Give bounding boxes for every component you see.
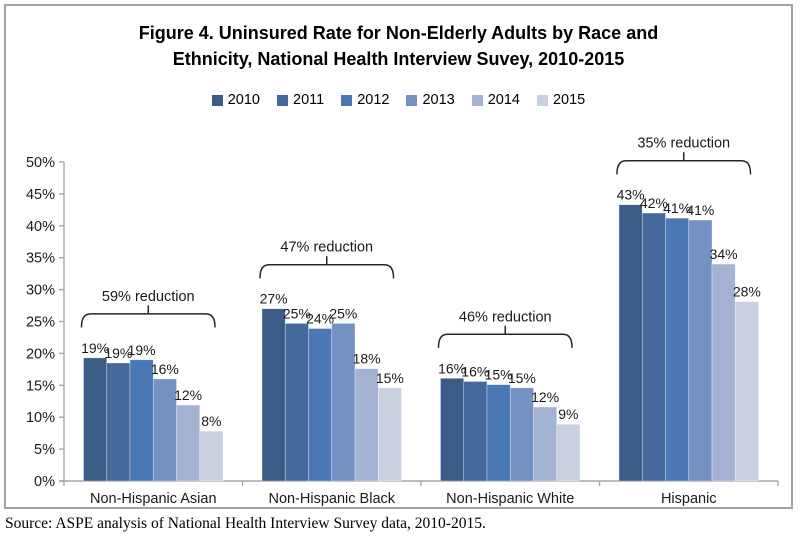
y-axis-label: 0% bbox=[34, 474, 55, 490]
y-axis-label: 30% bbox=[26, 283, 55, 299]
chart-title-line1: Figure 4. Uninsured Rate for Non-Elderly… bbox=[138, 23, 659, 43]
bar-value-label: 28% bbox=[733, 284, 761, 300]
bar bbox=[688, 219, 713, 482]
bar-value-label: 19% bbox=[128, 342, 156, 358]
y-axis-label: 50% bbox=[26, 155, 55, 171]
legend-item-2010: 2010 bbox=[211, 92, 260, 108]
bar bbox=[440, 377, 465, 482]
bar bbox=[152, 378, 177, 482]
bar bbox=[354, 368, 379, 482]
bar-value-label: 18% bbox=[353, 351, 381, 367]
bar-value-label: 25% bbox=[329, 305, 357, 321]
bar bbox=[308, 328, 333, 482]
bar-value-label: 16% bbox=[151, 361, 179, 377]
bar-value-label: 34% bbox=[710, 246, 738, 262]
bar-value-label: 15% bbox=[376, 370, 404, 386]
bar-value-label: 41% bbox=[663, 200, 691, 216]
bar bbox=[331, 323, 356, 482]
legend-label: 2011 bbox=[293, 92, 325, 108]
bar-value-label: 42% bbox=[640, 195, 668, 211]
y-axis-label: 25% bbox=[26, 315, 55, 331]
y-axis-label: 5% bbox=[34, 442, 55, 458]
bar-value-label: 15% bbox=[485, 367, 513, 383]
bar bbox=[734, 301, 759, 482]
legend-item-2014: 2014 bbox=[471, 92, 520, 108]
bar-value-label: 8% bbox=[201, 413, 221, 429]
legend-item-2015: 2015 bbox=[536, 92, 586, 108]
bar-value-label: 43% bbox=[617, 187, 645, 203]
legend-item-2013: 2013 bbox=[406, 92, 455, 108]
legend-swatch-icon bbox=[277, 94, 288, 106]
chart-plot-area: 0%5%10%15%20%25%30%35%40%45%50%19%19%19%… bbox=[26, 136, 779, 507]
y-axis-label: 40% bbox=[26, 219, 55, 235]
bar-value-label: 16% bbox=[461, 363, 489, 379]
y-axis-label: 15% bbox=[26, 378, 55, 394]
bar bbox=[665, 217, 690, 482]
legend-swatch-icon bbox=[471, 94, 483, 106]
bar bbox=[533, 406, 558, 482]
legend-item-2011: 2011 bbox=[277, 92, 324, 108]
reduction-label: 59% reduction bbox=[102, 289, 195, 305]
chart-title-line2: Ethnicity, National Health Interview Suv… bbox=[172, 49, 625, 69]
reduction-brace bbox=[437, 325, 573, 349]
bar bbox=[199, 430, 224, 482]
legend-label: 2012 bbox=[357, 92, 390, 108]
legend-swatch-icon bbox=[406, 94, 418, 106]
bar-value-label: 41% bbox=[686, 202, 714, 218]
bar-value-label: 19% bbox=[81, 340, 109, 356]
y-axis-label: 35% bbox=[26, 251, 55, 267]
reduction-label: 46% reduction bbox=[459, 309, 552, 325]
category-label: Hispanic bbox=[661, 491, 717, 507]
bar-value-label: 9% bbox=[558, 406, 578, 422]
y-axis-label: 45% bbox=[26, 187, 55, 203]
reduction-brace bbox=[80, 305, 216, 328]
bar bbox=[509, 387, 534, 482]
bar-value-label: 24% bbox=[306, 311, 334, 327]
bar bbox=[486, 384, 511, 482]
legend-label: 2010 bbox=[227, 92, 260, 108]
bar bbox=[618, 204, 643, 482]
bar bbox=[83, 357, 108, 482]
bar bbox=[284, 323, 309, 482]
bar-value-label: 27% bbox=[260, 291, 288, 307]
y-axis-label: 20% bbox=[26, 346, 55, 362]
y-axis-label: 10% bbox=[26, 410, 55, 426]
legend-swatch-icon bbox=[211, 94, 223, 106]
legend-item-2012: 2012 bbox=[341, 92, 389, 108]
category-label: Non-Hispanic White bbox=[446, 491, 574, 507]
legend-label: 2013 bbox=[422, 92, 455, 108]
bar-value-label: 16% bbox=[438, 360, 466, 376]
reduction-brace bbox=[616, 151, 752, 175]
figure-border: Figure 4. Uninsured Rate for Non-Elderly… bbox=[4, 4, 793, 509]
category-label: Non-Hispanic Asian bbox=[90, 491, 217, 507]
reduction-label: 47% reduction bbox=[280, 240, 373, 256]
reduction-label: 35% reduction bbox=[637, 136, 730, 152]
bar bbox=[641, 212, 666, 482]
bar-value-label: 12% bbox=[174, 387, 202, 403]
bar-value-label: 19% bbox=[104, 345, 132, 361]
bar bbox=[261, 308, 286, 482]
legend-swatch-icon bbox=[341, 94, 353, 106]
bar bbox=[106, 362, 131, 482]
legend-label: 2015 bbox=[552, 92, 586, 108]
chart-legend: 2010 2011 2012 2013 2014 2015 bbox=[6, 92, 791, 108]
legend-swatch-icon bbox=[536, 94, 548, 106]
chart-title: Figure 4. Uninsured Rate for Non-Elderly… bbox=[6, 20, 791, 72]
category-label: Non-Hispanic Black bbox=[268, 491, 395, 507]
bar-value-label: 25% bbox=[283, 305, 311, 321]
bar bbox=[556, 423, 581, 482]
bar bbox=[711, 263, 736, 482]
bar bbox=[176, 404, 201, 482]
legend-label: 2014 bbox=[487, 92, 520, 108]
bar bbox=[129, 359, 154, 482]
bar bbox=[463, 381, 488, 482]
source-note: Source: ASPE analysis of National Health… bbox=[5, 515, 486, 532]
bar-value-label: 12% bbox=[531, 389, 559, 405]
bar-value-label: 15% bbox=[508, 370, 536, 386]
reduction-brace bbox=[259, 255, 395, 279]
bar bbox=[377, 387, 402, 482]
